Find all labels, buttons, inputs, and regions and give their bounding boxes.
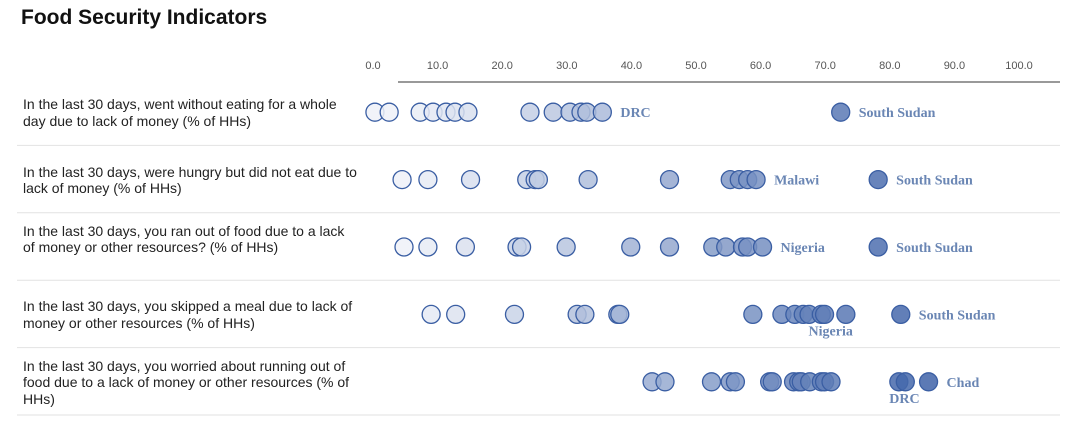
point-annotation: South Sudan bbox=[896, 241, 973, 256]
x-tick-label: 80.0 bbox=[879, 60, 900, 72]
chart-title: Food Security Indicators bbox=[21, 6, 268, 29]
x-tick-label: 90.0 bbox=[944, 60, 965, 72]
point-annotation: South Sudan bbox=[859, 106, 936, 121]
x-tick-label: 40.0 bbox=[621, 60, 642, 72]
data-point bbox=[460, 169, 481, 190]
series-row-dots bbox=[642, 372, 939, 392]
data-point bbox=[762, 372, 782, 392]
data-point bbox=[659, 237, 680, 257]
point-annotation: DRC bbox=[889, 392, 919, 407]
data-point bbox=[655, 372, 675, 392]
data-point bbox=[821, 372, 841, 392]
data-point bbox=[556, 237, 576, 257]
point-annotation: Nigeria bbox=[781, 241, 825, 256]
data-point bbox=[743, 304, 763, 325]
data-point bbox=[725, 372, 746, 392]
point-annotation: South Sudan bbox=[919, 308, 996, 323]
data-point bbox=[543, 102, 563, 122]
data-point bbox=[394, 237, 414, 257]
point-annotation: Malawi bbox=[774, 174, 819, 189]
x-tick-label: 10.0 bbox=[427, 60, 448, 72]
data-point bbox=[455, 237, 476, 257]
point-annotation: Nigeria bbox=[809, 324, 853, 339]
data-point bbox=[418, 237, 438, 257]
x-tick-label: 50.0 bbox=[685, 60, 706, 72]
data-point bbox=[511, 237, 532, 257]
data-point bbox=[458, 102, 478, 122]
data-point bbox=[659, 169, 680, 190]
x-tick-label: 0.0 bbox=[365, 60, 380, 72]
row-label: In the last 30 days, you worried about r… bbox=[23, 357, 350, 407]
data-point bbox=[504, 304, 525, 325]
point-annotation: South Sudan bbox=[896, 174, 973, 189]
x-tick-label: 20.0 bbox=[491, 60, 512, 72]
data-point bbox=[868, 169, 888, 190]
data-point bbox=[831, 102, 851, 122]
series-row-dots bbox=[394, 237, 888, 257]
row-label: In the last 30 days, you ran out of food… bbox=[23, 222, 345, 256]
data-point bbox=[746, 169, 766, 190]
data-point bbox=[592, 102, 612, 122]
data-point bbox=[701, 372, 722, 392]
data-point bbox=[621, 237, 641, 257]
data-point bbox=[528, 169, 549, 190]
point-annotation: Chad bbox=[947, 376, 980, 391]
data-point bbox=[610, 304, 630, 325]
data-point bbox=[392, 169, 412, 190]
point-annotation: DRC bbox=[620, 106, 650, 121]
row-label: In the last 30 days, went without eating… bbox=[23, 96, 337, 129]
data-point bbox=[918, 372, 939, 392]
x-tick-label: 100.0 bbox=[1005, 60, 1033, 72]
row-label: In the last 30 days, were hungry but did… bbox=[23, 163, 357, 197]
row-label: In the last 30 days, you skipped a meal … bbox=[23, 298, 353, 331]
data-point bbox=[836, 304, 856, 325]
x-tick-label: 30.0 bbox=[556, 60, 577, 72]
data-point bbox=[575, 304, 595, 325]
data-point bbox=[520, 102, 540, 122]
data-point bbox=[418, 169, 438, 190]
data-point bbox=[752, 237, 773, 257]
data-point bbox=[891, 304, 911, 325]
x-tick-label: 70.0 bbox=[814, 60, 835, 72]
data-point bbox=[895, 372, 915, 392]
data-point bbox=[379, 102, 399, 122]
data-point bbox=[578, 169, 598, 190]
x-tick-label: 60.0 bbox=[750, 60, 771, 72]
series-row-dots bbox=[421, 304, 911, 325]
series-row-dots bbox=[392, 169, 888, 190]
data-point bbox=[421, 304, 441, 325]
data-point bbox=[716, 237, 736, 257]
data-point bbox=[868, 237, 888, 257]
series-row-dots bbox=[365, 102, 851, 122]
data-point bbox=[814, 304, 835, 325]
data-point bbox=[446, 304, 466, 325]
